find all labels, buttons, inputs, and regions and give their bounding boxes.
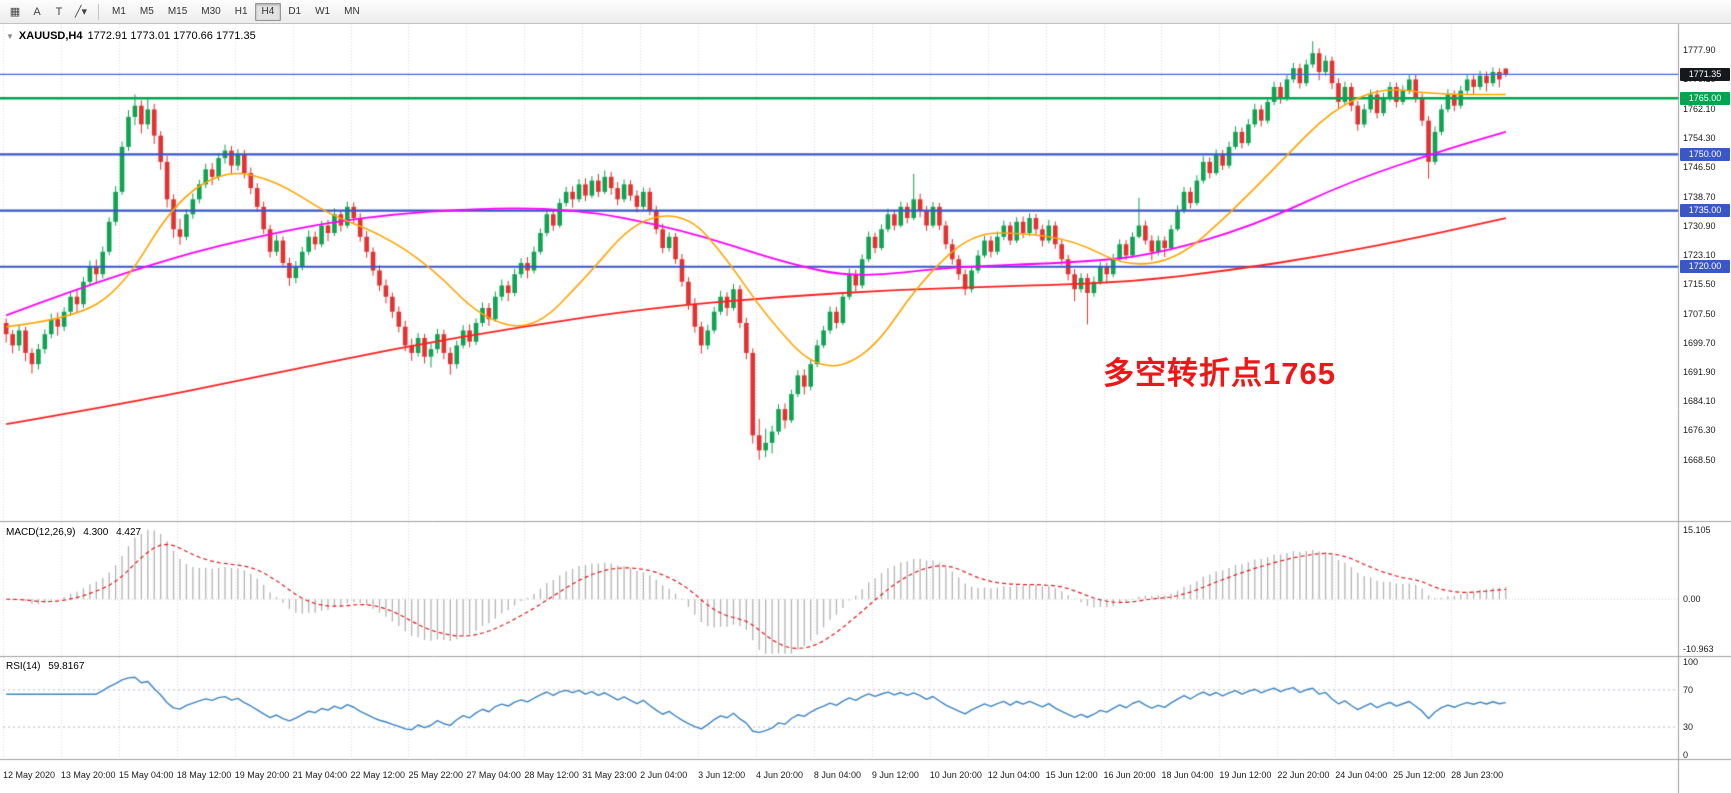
timeframe-buttons-group: M1 M5 M15 M30 H1 H4 D1 W1 MN bbox=[105, 2, 367, 21]
timeframe-button-h1[interactable]: H1 bbox=[228, 3, 255, 21]
toolbar-separator bbox=[98, 3, 99, 20]
text-tool-icon[interactable]: T bbox=[55, 5, 63, 18]
tile-windows-icon[interactable]: ▦ bbox=[9, 6, 21, 18]
draw-line-tool-icon[interactable]: ╱▾ bbox=[74, 6, 88, 18]
tool-icons-group: ▦ A T ╱▾ bbox=[4, 3, 92, 21]
main-toolbar: ▦ A T ╱▾ M1 M5 M15 M30 H1 H4 D1 W1 MN bbox=[0, 0, 1731, 24]
timeframe-button-m15[interactable]: M15 bbox=[161, 3, 194, 21]
timeframe-button-d1[interactable]: D1 bbox=[281, 3, 308, 21]
timeframe-button-h4[interactable]: H4 bbox=[254, 2, 282, 21]
timeframe-button-m5[interactable]: M5 bbox=[133, 3, 161, 21]
timeframe-button-mn[interactable]: MN bbox=[337, 3, 367, 21]
timeframe-button-w1[interactable]: W1 bbox=[308, 3, 337, 21]
timeframe-button-m30[interactable]: M30 bbox=[194, 3, 227, 21]
timeframe-button-m1[interactable]: M1 bbox=[105, 3, 133, 21]
cursor-tool-icon[interactable]: A bbox=[33, 5, 41, 18]
